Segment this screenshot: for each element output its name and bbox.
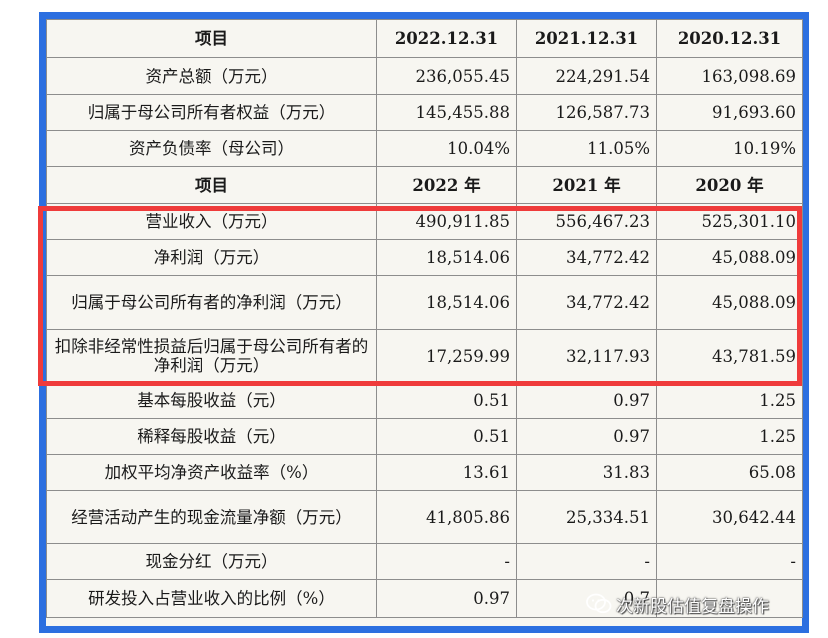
value-cell: - xyxy=(376,543,517,580)
value-cell: 0.97 xyxy=(376,579,517,618)
value-cell: 31.83 xyxy=(516,454,657,491)
table-row: 加权平均净资产收益率（%） 13.61 31.83 65.08 xyxy=(46,454,803,491)
row-label: 稀释每股收益（元） xyxy=(46,418,377,455)
wechat-icon xyxy=(586,593,612,614)
value-cell: 2022 年 xyxy=(376,166,517,204)
table-row: 研发投入占营业收入的比例（%） 0.97 0.7 xyxy=(46,579,803,618)
table-row: 净利润（万元） 18,514.06 34,772.42 45,088.09 xyxy=(46,239,803,276)
value-cell: - xyxy=(656,543,803,580)
row-label: 项目 xyxy=(46,166,377,204)
value-cell: 163,098.69 xyxy=(656,57,803,95)
table-row: 基本每股收益（元） 0.51 0.97 1.25 xyxy=(46,382,803,419)
value-cell: 13.61 xyxy=(376,454,517,491)
financial-summary-table: 项目 2022.12.31 2021.12.31 2020.12.31 资产总额（万元）… xyxy=(46,19,803,618)
value-cell: 145,455.88 xyxy=(376,94,517,131)
row-label: 基本每股收益（元） xyxy=(46,382,377,419)
value-cell: 65.08 xyxy=(656,454,803,491)
value-cell: 18,514.06 xyxy=(376,275,517,330)
table-row: 扣除非经常性损益后归属于母公司所有者的净利润（万元） 17,259.99 32,11… xyxy=(46,329,803,383)
value-cell: 34,772.42 xyxy=(516,275,657,330)
table-row: 归属于母公司所有者权益（万元） 145,455.88 126,587.73 91,69… xyxy=(46,94,803,131)
value-cell: 91,693.60 xyxy=(656,94,803,131)
value-cell: 45,088.09 xyxy=(656,275,803,330)
row-label: 归属于母公司所有者的净利润（万元） xyxy=(46,275,377,330)
value-cell: 25,334.51 xyxy=(516,490,657,544)
value-cell: 2020 年 xyxy=(656,166,803,204)
row-label: 经营活动产生的现金流量净额（万元） xyxy=(46,490,377,544)
row-label: 归属于母公司所有者权益（万元） xyxy=(46,94,377,131)
row-label: 资产负债率（母公司） xyxy=(46,130,377,167)
value-cell: 30,642.44 xyxy=(656,490,803,544)
value-cell: 10.04% xyxy=(376,130,517,167)
value-cell: 11.05% xyxy=(516,130,657,167)
value-cell: 1.25 xyxy=(656,382,803,419)
value-cell: 1.25 xyxy=(656,418,803,455)
watermark-text: 次新股估值复盘操作 xyxy=(616,596,769,617)
value-cell: 224,291.54 xyxy=(516,57,657,95)
row-label: 净利润（万元） xyxy=(46,239,377,276)
value-cell: 41,805.86 xyxy=(376,490,517,544)
table-row: 现金分红（万元） - - - xyxy=(46,543,803,580)
value-cell: 10.19% xyxy=(656,130,803,167)
row-label: 扣除非经常性损益后归属于母公司所有者的净利润（万元） xyxy=(46,329,377,383)
value-cell: 525,301.10 xyxy=(656,203,803,240)
table-row: 归属于母公司所有者的净利润（万元） 18,514.06 34,772.42 45,08… xyxy=(46,275,803,330)
table-header-row: 项目 2022 年 2021 年 2020 年 xyxy=(46,166,803,204)
value-cell: 236,055.45 xyxy=(376,57,517,95)
table-header-row: 项目 2022.12.31 2021.12.31 2020.12.31 xyxy=(46,19,803,58)
value-cell: 126,587.73 xyxy=(516,94,657,131)
value-cell: 17,259.99 xyxy=(376,329,517,383)
table-row: 稀释每股收益（元） 0.51 0.97 1.25 xyxy=(46,418,803,455)
row-label: 研发投入占营业收入的比例（%） xyxy=(46,579,377,618)
value-cell: 556,467.23 xyxy=(516,203,657,240)
row-label: 现金分红（万元） xyxy=(46,543,377,580)
value-cell: 2022.12.31 xyxy=(376,19,517,58)
value-cell: 0.51 xyxy=(376,418,517,455)
value-cell: 2020.12.31 xyxy=(656,19,803,58)
value-cell: 0.7 xyxy=(516,579,657,618)
row-label: 资产总额（万元） xyxy=(46,57,377,95)
value-cell: 490,911.85 xyxy=(376,203,517,240)
value-cell: 43,781.59 xyxy=(656,329,803,383)
value-cell: 45,088.09 xyxy=(656,239,803,276)
row-label: 营业收入（万元） xyxy=(46,203,377,240)
value-cell: 0.97 xyxy=(516,382,657,419)
value-cell: - xyxy=(516,543,657,580)
value-cell xyxy=(656,579,803,618)
row-label: 加权平均净资产收益率（%） xyxy=(46,454,377,491)
value-cell: 32,117.93 xyxy=(516,329,657,383)
value-cell: 34,772.42 xyxy=(516,239,657,276)
table-row: 营业收入（万元） 490,911.85 556,467.23 525,301.10 xyxy=(46,203,803,240)
value-cell: 0.51 xyxy=(376,382,517,419)
value-cell: 0.97 xyxy=(516,418,657,455)
row-label: 项目 xyxy=(46,19,377,58)
table-row: 资产负债率（母公司） 10.04% 11.05% 10.19% xyxy=(46,130,803,167)
wechat-watermark: 次新股估值复盘操作 xyxy=(586,588,769,620)
value-cell: 2021 年 xyxy=(516,166,657,204)
table-row: 经营活动产生的现金流量净额（万元） 41,805.86 25,334.51 30,64… xyxy=(46,490,803,544)
table-body: 项目 2022.12.31 2021.12.31 2020.12.31 资产总额（万元）… xyxy=(46,19,803,618)
value-cell: 2021.12.31 xyxy=(516,19,657,58)
table-row: 资产总额（万元） 236,055.45 224,291.54 163,098.69 xyxy=(46,57,803,95)
value-cell: 18,514.06 xyxy=(376,239,517,276)
